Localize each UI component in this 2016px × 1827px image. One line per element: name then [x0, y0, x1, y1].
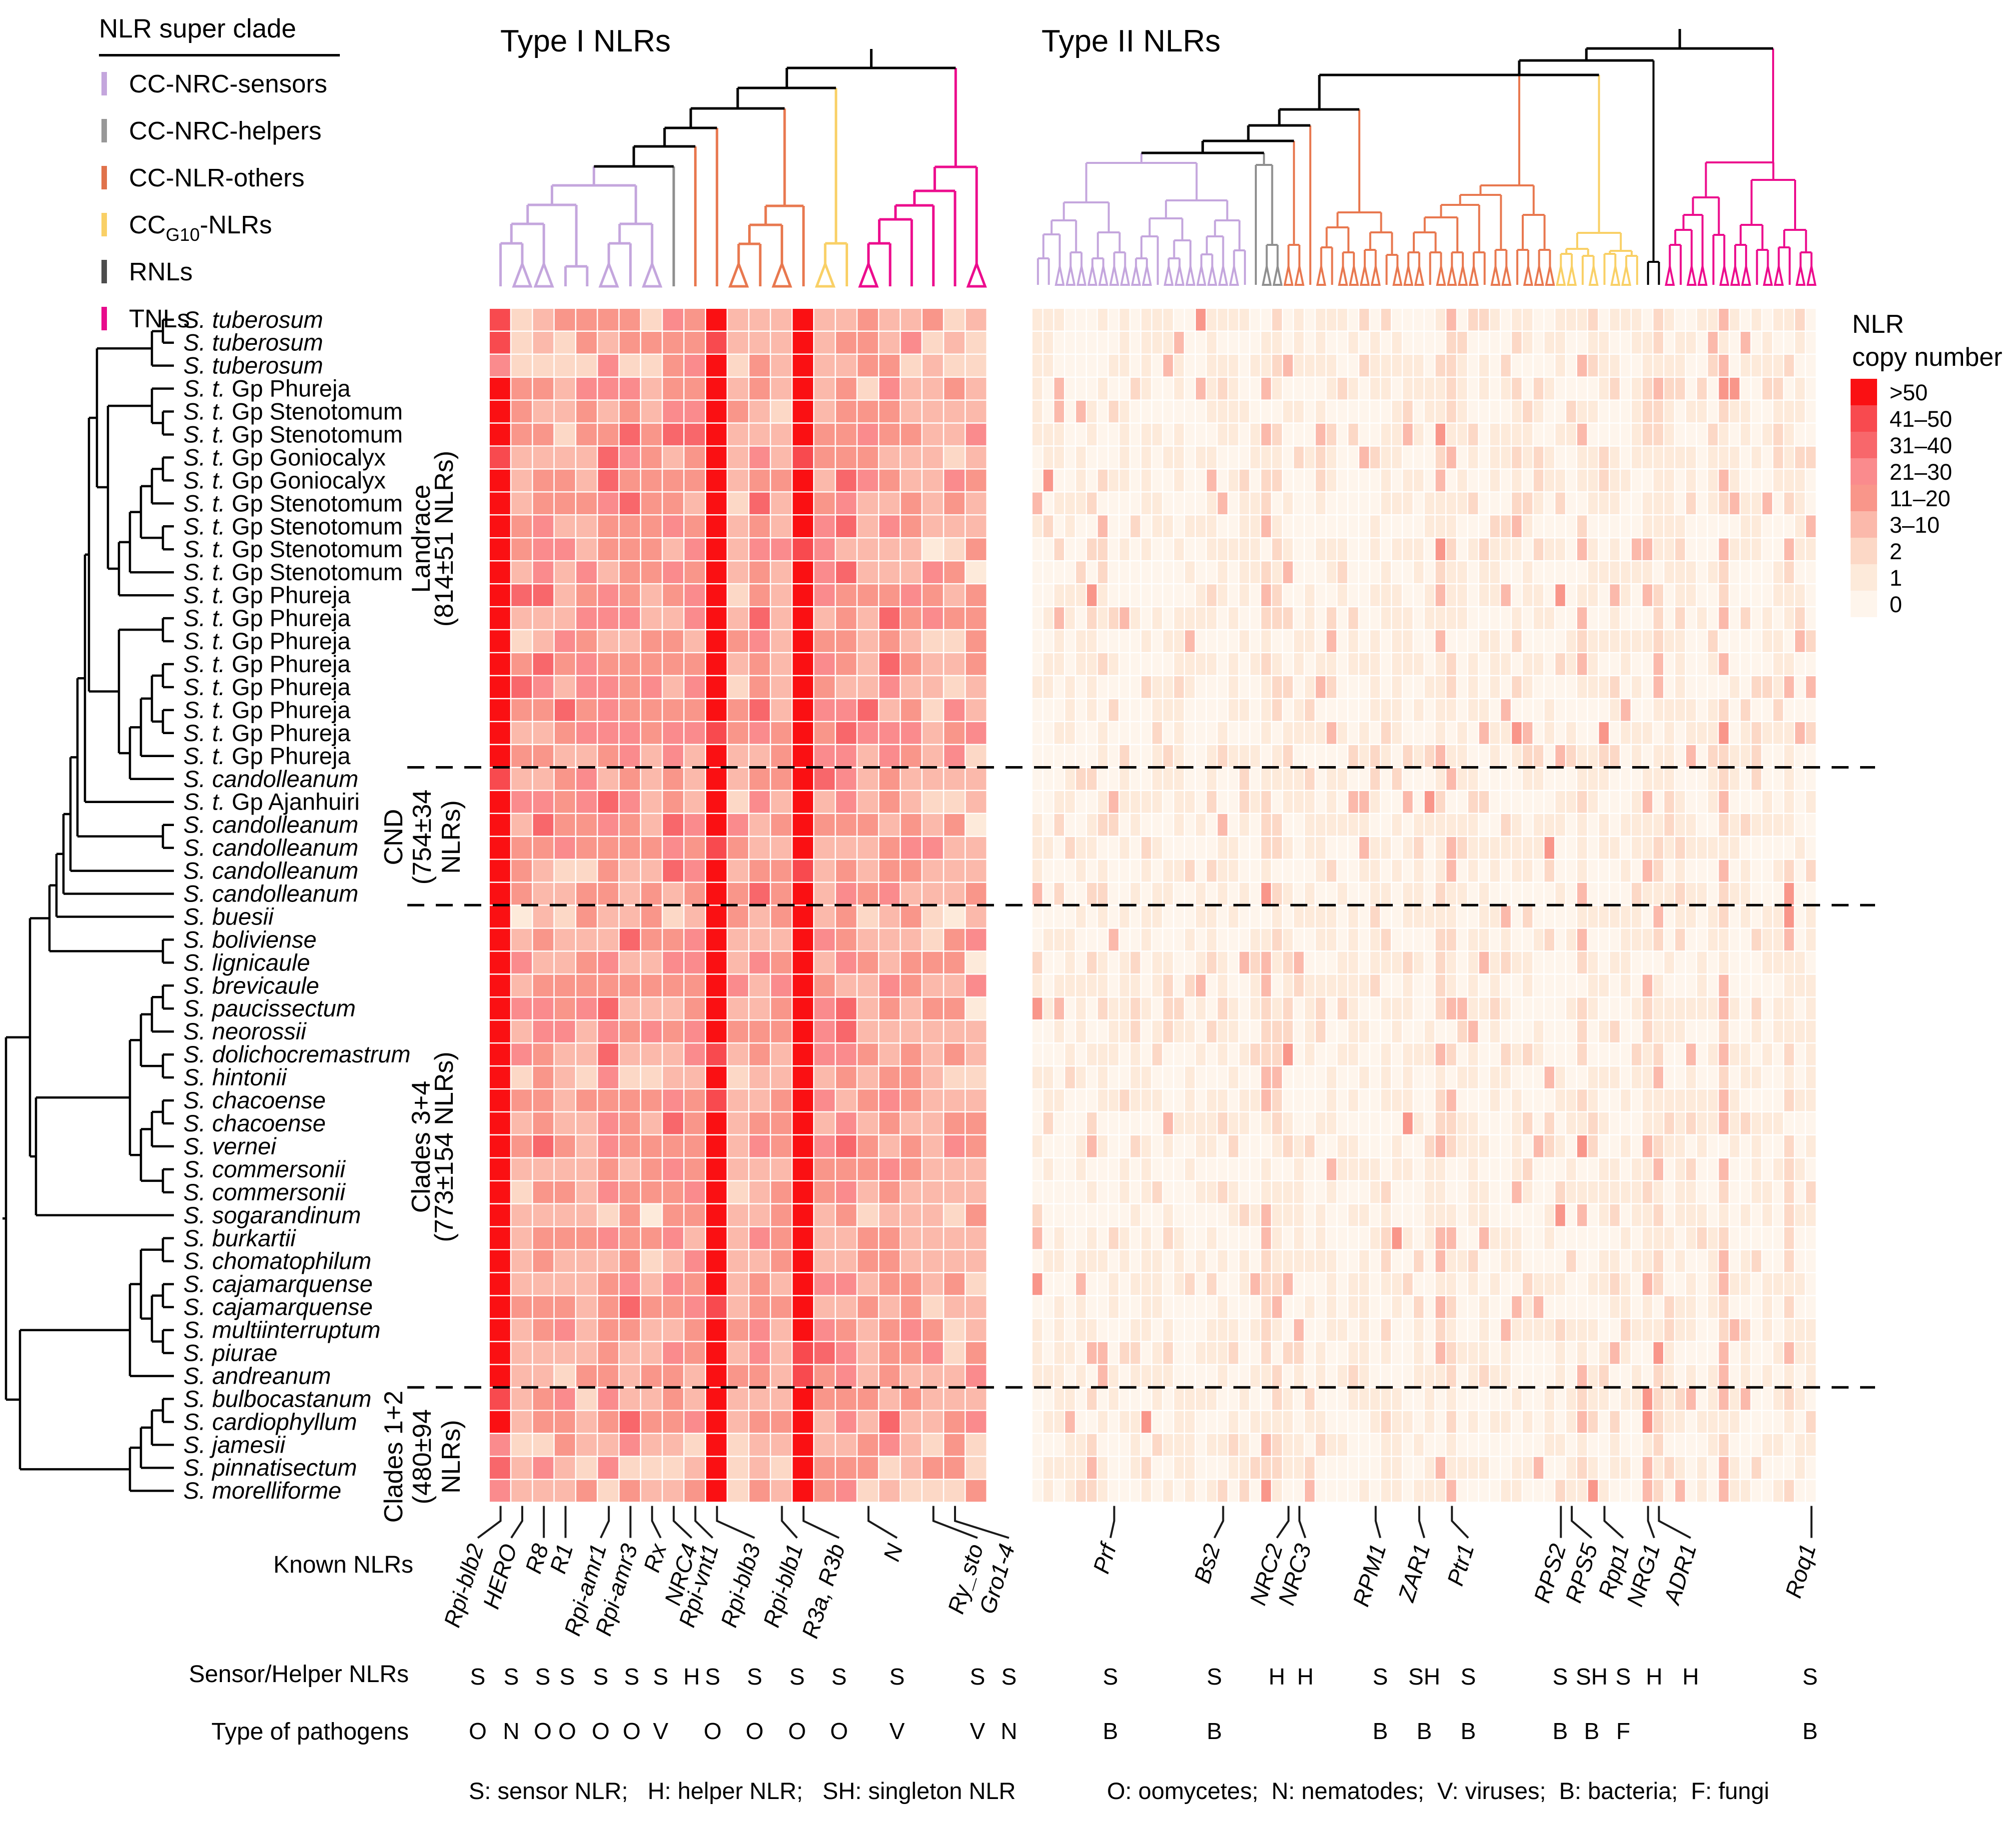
svg-text:NLR super clade: NLR super clade [99, 14, 296, 43]
svg-text:CC-NRC-helpers: CC-NRC-helpers [129, 116, 321, 145]
svg-text:TNLs: TNLs [129, 304, 190, 333]
svg-text:Type II NLRs: Type II NLRs [1041, 24, 1220, 58]
svg-text:CC-NLR-others: CC-NLR-others [129, 163, 304, 192]
svg-text:RNLs: RNLs [129, 257, 193, 286]
svg-text:CC-NRC-sensors: CC-NRC-sensors [129, 69, 327, 98]
svg-text:Type I NLRs: Type I NLRs [500, 24, 671, 58]
